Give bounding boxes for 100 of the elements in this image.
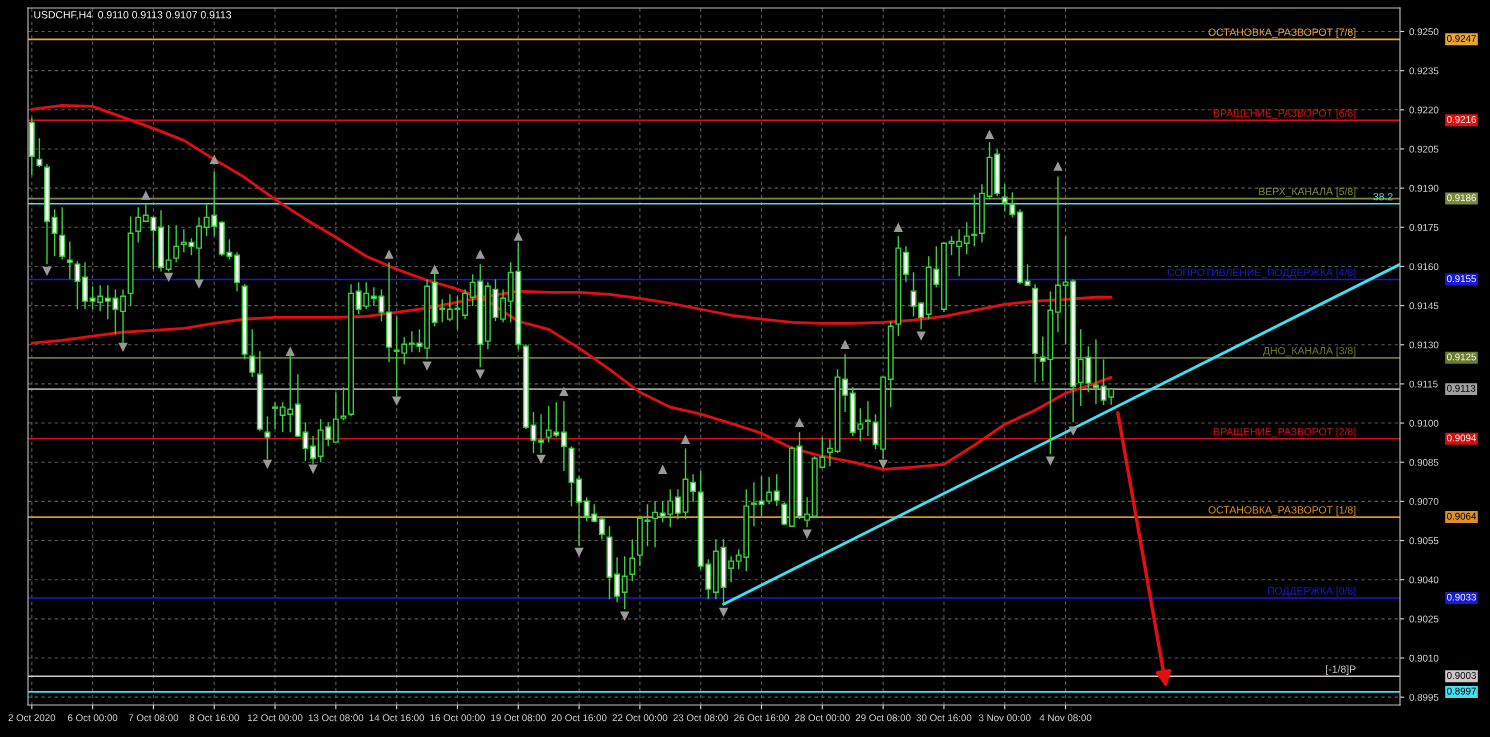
x-tick-label: 22 Oct 00:00 [612,714,668,722]
candlestick [690,473,697,503]
text: 0.9094 [1447,434,1477,442]
x-tick-label: 6 Oct 00:00 [67,714,118,722]
x-tick-label: 3 Nov 00:00 [978,714,1031,722]
ref-line-label: ВРАЩЕНИЕ_РАЗВОРОТ [2/8] [1213,427,1356,438]
candlestick [614,556,621,603]
point [262,459,273,469]
y-tick-label: 0.9130 [1409,341,1439,349]
annotation: 38.2 [1373,192,1393,201]
point [916,331,926,341]
y-tick-label: 0.8995 [1409,693,1439,701]
y-tick-label: 0.9190 [1409,184,1439,192]
text: 0.9247 [1447,35,1476,42]
candlestick [621,555,628,610]
x-tick-label: 2 Oct 2020 [8,714,56,722]
candlestick [66,240,73,280]
candlestick [196,216,203,280]
text: 0.8997 [1447,687,1476,695]
x-tick-label: 20 Oct 16:00 [551,714,607,722]
candlestick [750,481,757,527]
candlestick [674,488,681,520]
ref-line-label: ДНО_КАНАЛА [3/8] [1263,346,1356,357]
point [308,464,318,474]
point [1045,456,1056,466]
point [42,266,52,277]
candlestick [576,475,583,547]
point [718,607,729,617]
y-tick-label: 0.9040 [1409,576,1439,584]
candlestick [766,476,773,505]
candlestick [500,288,507,323]
y-tick-label: 0.9025 [1409,615,1439,623]
text: 0.9186 [1447,194,1476,202]
x-tick-label: 14 Oct 16:00 [369,714,425,722]
candlestick [173,224,180,263]
candlestick [462,288,469,320]
candlestick [629,538,636,582]
point [513,231,523,241]
candlestick [598,515,605,540]
y-tick-label: 0.9100 [1409,419,1439,427]
ref-line-label: ОСТАНОВКА_РАЗВОРОТ [1/8] [1208,505,1356,516]
point [984,129,995,140]
candlestick [538,413,545,454]
candlestick [1009,191,1016,219]
x-tick-label: 26 Oct 16:00 [734,714,789,722]
candlestick [902,245,909,284]
x-tick-label: 19 Oct 08:00 [491,714,546,722]
point [658,464,668,474]
y-tick-label: 0.9220 [1409,106,1439,114]
y-tick-label: 0.9115 [1409,380,1438,388]
text: 0.9125 [1447,353,1476,361]
point [794,417,805,427]
x-tick-label: 8 Oct 16:00 [189,714,239,722]
candlestick [804,496,811,528]
ref-line-label: ВЕРХ_КАНАЛА [5/8] [1259,187,1356,198]
y-tick-label: 0.9235 [1409,67,1439,75]
point [384,249,394,259]
point [680,434,691,444]
candlestick [773,473,780,507]
point [392,396,402,406]
y-tick-label: 0.9085 [1409,458,1439,466]
point [840,339,850,349]
point [559,386,569,396]
text: 0.9216 [1447,115,1476,123]
y-tick-label: 0.9070 [1409,498,1439,505]
point [1053,161,1063,171]
candlestick [59,206,66,261]
point [893,222,903,232]
point [802,529,812,539]
text: 0.9155 [1447,275,1476,283]
candlestick [560,400,567,472]
candlestick [51,208,58,257]
ref-line-label: ВРАЩЕНИЕ_РАЗВОРОТ [6/8] [1213,109,1356,119]
point [475,249,485,259]
point [620,611,630,621]
x-tick-label: 16 Oct 00:00 [430,714,485,722]
ref-line-label: ПОДДЕРЖКА [0/8] [1267,586,1356,597]
text: 0.9003 [1447,672,1476,679]
point [194,279,204,289]
point [430,264,440,274]
candlestick [1092,338,1099,405]
y-tick-label: 0.9205 [1409,145,1439,153]
point [878,459,888,469]
point [141,190,151,200]
y-tick-label: 0.9250 [1409,28,1439,36]
x-tick-label: 13 Oct 08:00 [308,714,364,722]
candlestick [249,328,256,378]
point [574,547,584,557]
text: 0.9064 [1447,512,1477,520]
candlestick [652,500,659,549]
candlestick [842,353,849,413]
point [209,154,219,165]
candlestick [36,137,43,168]
y-tick-label: 0.9055 [1409,537,1439,545]
point [285,346,295,356]
candlestick [864,400,871,437]
candlestick [758,475,765,517]
y-tick-label: 0.9175 [1409,224,1439,231]
candlestick [728,555,735,584]
x-tick-label: 30 Oct 16:00 [916,714,972,722]
